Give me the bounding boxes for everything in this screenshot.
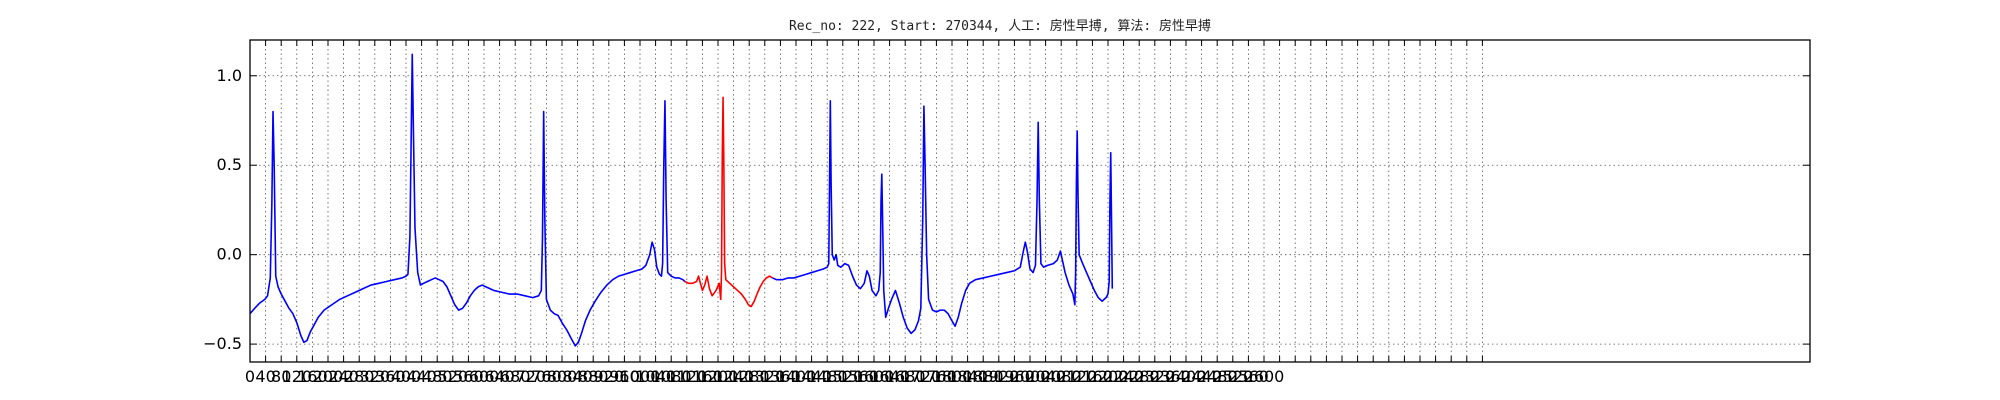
y-axis: −0.5 0.0 0.5 1.0 <box>203 66 1810 353</box>
x-tick-label: 1960 <box>994 367 1035 386</box>
grid-lines <box>250 40 1810 362</box>
x-tick-label: 1560 <box>838 367 879 386</box>
x-tick-label: 640 <box>484 367 515 386</box>
x-tick-label: 400 <box>391 367 422 386</box>
x-tick-label: 1720 <box>900 367 941 386</box>
x-tick-label: 760 <box>531 367 562 386</box>
x-tick-label: 2160 <box>1072 367 1113 386</box>
x-tick-label: 600 <box>469 367 500 386</box>
x-tick-label: 2400 <box>1166 367 1207 386</box>
x-tick-label: 120 <box>282 367 313 386</box>
x-tick-label: 680 <box>500 367 531 386</box>
x-tick-label: 2560 <box>1228 367 1269 386</box>
x-tick-label: 1200 <box>698 367 739 386</box>
x-tick-label: 1760 <box>916 367 957 386</box>
x-tick-label: 720 <box>516 367 547 386</box>
x-tick-label: 240 <box>328 367 359 386</box>
x-tick-label: 1880 <box>963 367 1004 386</box>
x-tick-label: 0 <box>245 367 255 386</box>
series-line-3 <box>772 100 1114 335</box>
x-tick-label: 1440 <box>791 367 832 386</box>
x-tick-label: 2280 <box>1119 367 1160 386</box>
x-tick-label: 1040 <box>635 367 676 386</box>
x-tick-label: 40 <box>255 367 275 386</box>
plot-series <box>249 53 1114 347</box>
x-tick-label: 1840 <box>947 367 988 386</box>
x-tick-label: 1360 <box>760 367 801 386</box>
x-tick-label: 2480 <box>1197 367 1238 386</box>
x-tick-label: 1680 <box>885 367 926 386</box>
plot-frame <box>249 39 1811 363</box>
x-tick-label: 1520 <box>822 367 863 386</box>
y-tick-label: 1.0 <box>217 66 242 85</box>
x-tick-label: 1120 <box>666 367 707 386</box>
x-tick-label: 2600 <box>1244 367 1285 386</box>
x-tick-label: 2320 <box>1134 367 1175 386</box>
x-tick-label: 1600 <box>854 367 895 386</box>
x-tick-label: 2040 <box>1025 367 1066 386</box>
x-tick-label: 1400 <box>776 367 817 386</box>
x-tick-label: 2240 <box>1103 367 1144 386</box>
series-line-1 <box>249 53 686 347</box>
x-tick-label: 1000 <box>620 367 661 386</box>
y-tick-label: −0.5 <box>203 334 242 353</box>
x-tick-label: 280 <box>344 367 375 386</box>
series-line-2 <box>684 96 773 308</box>
x-tick-label: 160 <box>297 367 328 386</box>
x-tick-label: 2200 <box>1088 367 1129 386</box>
x-tick-label: 1240 <box>713 367 754 386</box>
x-tick-label: 360 <box>375 367 406 386</box>
x-tick-label: 1920 <box>978 367 1019 386</box>
x-tick-label: 2120 <box>1056 367 1097 386</box>
x-tick-label: 2440 <box>1181 367 1222 386</box>
x-tick-label: 2000 <box>1010 367 1051 386</box>
x-tick-label: 1480 <box>807 367 848 386</box>
x-tick-label: 1800 <box>932 367 973 386</box>
x-tick-label: 80 <box>271 367 291 386</box>
x-tick-label: 960 <box>609 367 640 386</box>
x-tick-label: 1080 <box>651 367 692 386</box>
x-tick-label: 800 <box>547 367 578 386</box>
x-axis: 0 408012016020024028032036040044048052056… <box>245 40 1483 386</box>
x-tick-label: 1640 <box>869 367 910 386</box>
x-tick-label: 320 <box>360 367 391 386</box>
x-tick-label: 440 <box>406 367 437 386</box>
x-tick-label: 520 <box>438 367 469 386</box>
x-tick-label: 1160 <box>682 367 723 386</box>
x-tick-label: 1280 <box>729 367 770 386</box>
y-tick-label: 0.5 <box>217 155 242 174</box>
x-tick-label: 920 <box>594 367 625 386</box>
x-tick-label: 2520 <box>1212 367 1253 386</box>
x-tick-label: 560 <box>453 367 484 386</box>
x-tick-label: 480 <box>422 367 453 386</box>
x-tick-label: 1320 <box>744 367 785 386</box>
x-tick-label: 2080 <box>1041 367 1082 386</box>
chart-title: Rec_no: 222, Start: 270344, 人工: 房性早搏, 算法… <box>789 18 1211 34</box>
x-tick-label: 2360 <box>1150 367 1191 386</box>
y-tick-label: 0.0 <box>217 245 242 264</box>
x-tick-label: 200 <box>313 367 344 386</box>
x-tick-label: 880 <box>578 367 609 386</box>
x-tick-label: 840 <box>562 367 593 386</box>
